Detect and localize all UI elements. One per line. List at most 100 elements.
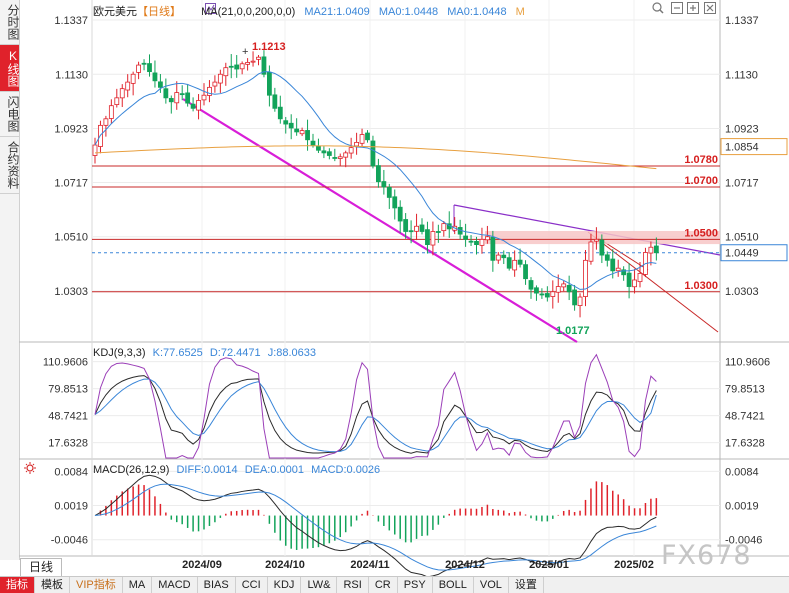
macd-tick-right-2: -0.0046 bbox=[725, 535, 762, 547]
low-label: 1.0177 bbox=[556, 325, 590, 337]
candle-body bbox=[604, 254, 610, 261]
period-button[interactable]: 日线 bbox=[20, 558, 62, 577]
candle-body bbox=[610, 258, 616, 272]
macd-tick-right-1: 0.0019 bbox=[725, 501, 759, 513]
y-tick-left-1: 1.1130 bbox=[55, 69, 88, 81]
macd-legend: MACD(26,12,9) DIFF:0.0014 DEA:0.0001 MAC… bbox=[93, 464, 380, 476]
tab-kline[interactable]: K线图 bbox=[0, 45, 20, 92]
tab-vip-indicators[interactable]: VIP指标 bbox=[70, 577, 123, 593]
ma0-value-b: MA0:1.0448 bbox=[447, 6, 507, 18]
kdj-name: KDJ(9,3,3) bbox=[93, 347, 146, 359]
candle-body bbox=[632, 279, 637, 288]
tab-rsi[interactable]: RSI bbox=[337, 577, 369, 593]
tab-psy[interactable]: PSY bbox=[398, 577, 433, 593]
candle-body bbox=[130, 73, 136, 84]
y-tick-right-1: 1.1130 bbox=[725, 69, 758, 81]
plus-box-icon[interactable] bbox=[687, 2, 699, 14]
candle-body bbox=[147, 63, 152, 73]
candle-body bbox=[588, 241, 594, 262]
red-channel-line bbox=[587, 231, 719, 333]
candle-body bbox=[648, 246, 654, 254]
tab-kdj[interactable]: KDJ bbox=[268, 577, 302, 593]
tab-macd[interactable]: MACD bbox=[152, 577, 198, 593]
candle-body bbox=[512, 259, 518, 271]
purple-resistance-line bbox=[453, 204, 721, 256]
candle-body bbox=[288, 122, 294, 129]
tab-ma[interactable]: MA bbox=[123, 577, 153, 593]
kdj-k-line bbox=[94, 375, 657, 454]
tab-boll[interactable]: BOLL bbox=[433, 577, 474, 593]
candle-body bbox=[397, 206, 403, 222]
left-tab-bar: 分时图 K线图 闪电图 合约资料 bbox=[0, 0, 20, 560]
tab-flash[interactable]: 闪电图 bbox=[0, 92, 20, 137]
candle-body bbox=[375, 165, 381, 183]
level-label-1: 1.0700 bbox=[684, 175, 718, 187]
candle-body bbox=[326, 151, 332, 156]
level-label-0: 1.0780 bbox=[684, 154, 718, 166]
watermark: FX678 bbox=[661, 540, 752, 571]
ma-params: MA(21,0,0,200,0,0) bbox=[201, 6, 296, 18]
symbol-name: 欧元美元 bbox=[93, 6, 137, 18]
ma200-price-value: 1.0854 bbox=[725, 142, 759, 154]
y-tick-right-0: 1.1337 bbox=[725, 15, 759, 27]
y-tick-right-4: 1.0510 bbox=[725, 232, 759, 244]
tab-cci[interactable]: CCI bbox=[236, 577, 268, 593]
candle-body bbox=[348, 147, 354, 154]
candle-body bbox=[594, 238, 599, 242]
kdj-d-line bbox=[94, 378, 657, 453]
close-box-icon[interactable] bbox=[704, 2, 716, 14]
candle-body bbox=[359, 134, 365, 144]
kdj-tick-right-2: 48.7421 bbox=[725, 411, 765, 423]
candle-body bbox=[283, 120, 289, 125]
candle-body bbox=[495, 254, 501, 261]
candle-body bbox=[572, 289, 577, 306]
candle-body bbox=[403, 219, 409, 232]
tab-vol[interactable]: VOL bbox=[474, 577, 509, 593]
sun-icon[interactable] bbox=[24, 462, 36, 474]
ma-settings-icon[interactable] bbox=[205, 3, 216, 14]
tab-indicators[interactable]: 指标 bbox=[0, 577, 35, 593]
candle-body bbox=[185, 92, 191, 104]
macd-tick-left-0: 0.0084 bbox=[54, 466, 88, 478]
candle-body bbox=[523, 264, 528, 280]
candle-body bbox=[555, 286, 561, 293]
y-tick-right-5: 1.0303 bbox=[725, 286, 759, 298]
y-tick-left-0: 1.1337 bbox=[54, 15, 88, 27]
tab-lw[interactable]: LW& bbox=[301, 577, 338, 593]
magenta-downtrend-line bbox=[182, 98, 578, 343]
tab-timeshare[interactable]: 分时图 bbox=[0, 0, 20, 45]
candle-body bbox=[207, 86, 212, 96]
candle-body bbox=[408, 230, 414, 233]
tab-contract-info[interactable]: 合约资料 bbox=[0, 137, 20, 194]
candle-body bbox=[321, 150, 327, 154]
x-tick-4: 2025/01 bbox=[529, 559, 569, 571]
kdj-tick-right-0: 110.9606 bbox=[725, 357, 770, 369]
macd-panel: 0.0084 0.0084 0.0019 0.0019 -0.0046 -0.0046 bbox=[51, 466, 762, 576]
candle-body bbox=[463, 235, 469, 240]
tab-templates[interactable]: 模板 bbox=[35, 577, 70, 593]
macd-name: MACD(26,12,9) bbox=[93, 464, 170, 476]
candle-body bbox=[152, 72, 158, 82]
search-icon[interactable] bbox=[652, 2, 664, 14]
kdj-legend: KDJ(9,3,3) K:77.6525 D:72.4471 J:88.0633 bbox=[93, 347, 316, 359]
x-tick-0: 2024/09 bbox=[182, 559, 222, 571]
tab-settings[interactable]: 设置 bbox=[509, 577, 544, 593]
candle-body bbox=[626, 272, 632, 287]
candle-body bbox=[392, 196, 398, 209]
kdj-j: J:88.0633 bbox=[267, 347, 317, 359]
macd-diff-line bbox=[94, 474, 657, 576]
current-price-tag bbox=[720, 244, 788, 262]
candle-body bbox=[474, 240, 479, 246]
candle-body bbox=[386, 186, 392, 198]
kdj-tick-left-2: 48.7421 bbox=[48, 411, 88, 423]
macd-value: MACD:0.0026 bbox=[311, 464, 381, 476]
level-label-2: 1.0500 bbox=[684, 227, 718, 239]
tab-cr[interactable]: CR bbox=[369, 577, 398, 593]
tab-bias[interactable]: BIAS bbox=[198, 577, 236, 593]
minus-box-icon[interactable] bbox=[671, 2, 683, 14]
macd-tick-right-0: 0.0084 bbox=[725, 466, 759, 478]
candle-body bbox=[212, 81, 218, 87]
candle-body bbox=[168, 98, 174, 103]
x-tick-2: 2024/11 bbox=[350, 559, 389, 571]
y-tick-right-3: 1.0717 bbox=[725, 177, 759, 189]
